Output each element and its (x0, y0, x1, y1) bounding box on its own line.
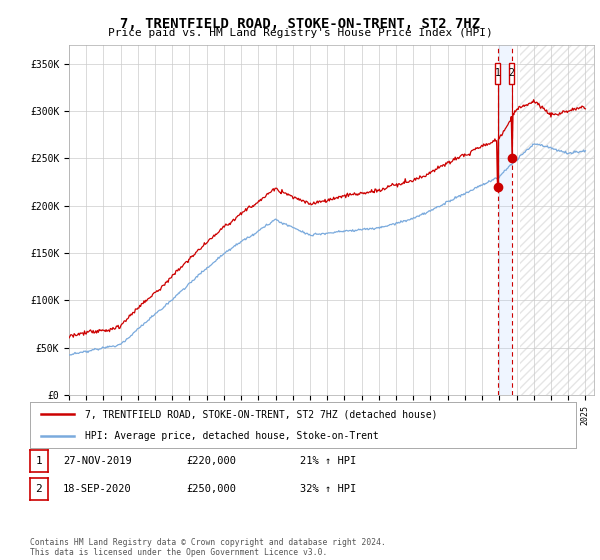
Bar (520, 45, 594, 395)
Text: 2: 2 (509, 68, 515, 78)
Text: Price paid vs. HM Land Registry's House Price Index (HPI): Price paid vs. HM Land Registry's House … (107, 28, 493, 38)
FancyBboxPatch shape (495, 63, 500, 83)
Text: 1: 1 (494, 68, 500, 78)
FancyBboxPatch shape (509, 63, 514, 83)
Text: £250,000: £250,000 (186, 484, 236, 494)
Text: 21% ↑ HPI: 21% ↑ HPI (300, 456, 356, 466)
Text: Contains HM Land Registry data © Crown copyright and database right 2024.
This d: Contains HM Land Registry data © Crown c… (30, 538, 386, 557)
Text: 18-SEP-2020: 18-SEP-2020 (63, 484, 132, 494)
Text: 32% ↑ HPI: 32% ↑ HPI (300, 484, 356, 494)
Text: 1: 1 (35, 456, 43, 466)
Text: HPI: Average price, detached house, Stoke-on-Trent: HPI: Average price, detached house, Stok… (85, 431, 379, 441)
Text: 7, TRENTFIELD ROAD, STOKE-ON-TRENT, ST2 7HZ (detached house): 7, TRENTFIELD ROAD, STOKE-ON-TRENT, ST2 … (85, 409, 437, 419)
Text: 2: 2 (35, 484, 43, 494)
Text: 27-NOV-2019: 27-NOV-2019 (63, 456, 132, 466)
Text: £220,000: £220,000 (186, 456, 236, 466)
Text: 7, TRENTFIELD ROAD, STOKE-ON-TRENT, ST2 7HZ: 7, TRENTFIELD ROAD, STOKE-ON-TRENT, ST2 … (120, 17, 480, 31)
